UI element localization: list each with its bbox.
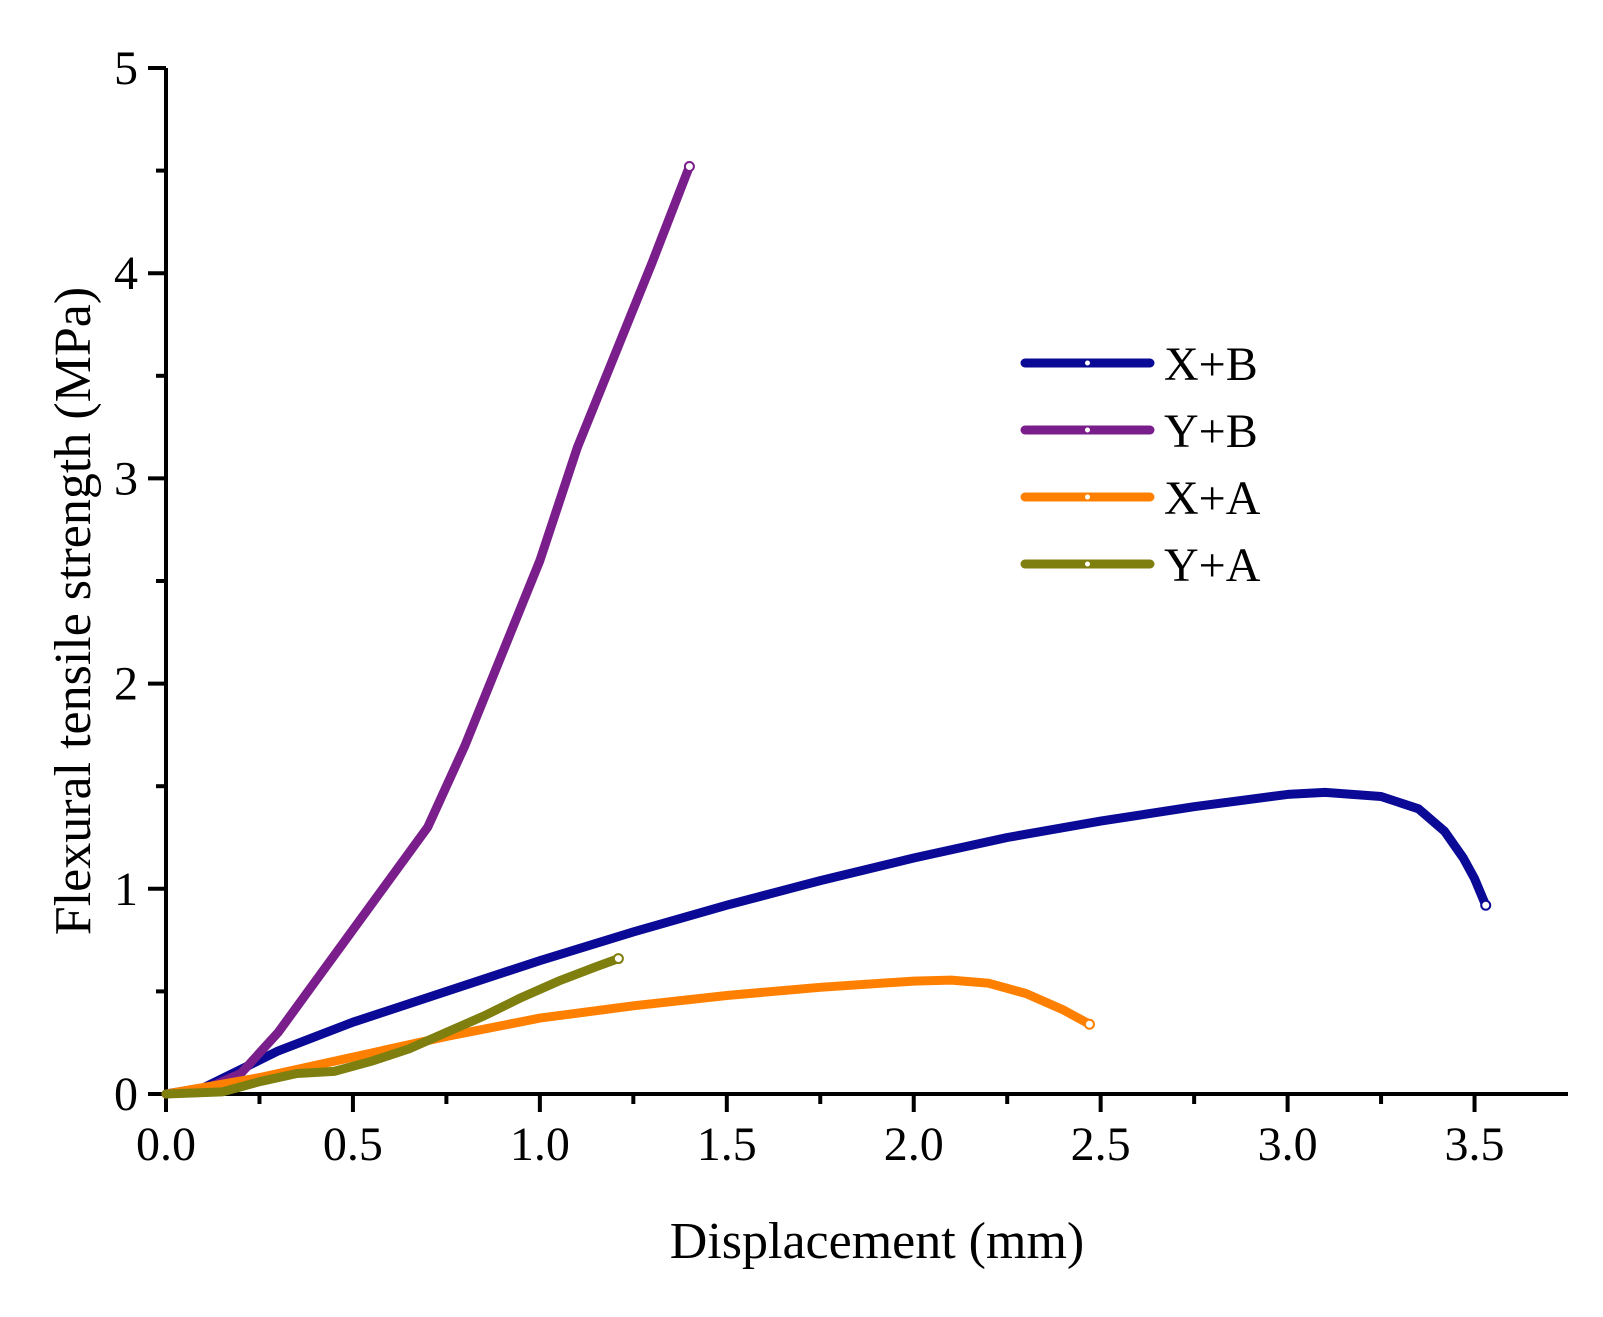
x-tick-label: 0.0	[136, 1118, 196, 1171]
x-axis-title: Displacement (mm)	[670, 1213, 1084, 1270]
y-tick-label: 1	[114, 863, 138, 916]
series-line-x-plus-a	[161, 975, 1094, 1099]
legend: X+B Y+B X+A Y+A	[1020, 338, 1261, 592]
legend-marker-x-plus-a	[1085, 494, 1090, 500]
legend-label-y-plus-a: Y+A	[1164, 539, 1261, 592]
y-tick-label: 2	[114, 658, 138, 711]
legend-label-x-plus-b: X+B	[1164, 338, 1258, 391]
ticks: 0.0 0.5 1.0 1.5 2.0 2.5 3.0 3.5 0 1 2 3 4 5	[114, 42, 1505, 1171]
series-line-y-plus-a	[161, 954, 623, 1099]
series-end-marker-x-plus-b	[1480, 899, 1492, 911]
legend-label-x-plus-a: X+A	[1164, 472, 1261, 525]
legend-marker-y-plus-a	[1085, 561, 1090, 567]
x-tick-label: 0.5	[323, 1118, 383, 1171]
legend-marker-y-plus-b	[1085, 427, 1090, 433]
series-layer	[161, 160, 1492, 1099]
series-line-y-plus-b	[161, 162, 694, 1099]
y-tick-label: 4	[114, 247, 138, 300]
y-tick-label: 5	[114, 42, 138, 95]
y-tick-label: 3	[114, 452, 138, 505]
x-tick-label: 2.0	[884, 1118, 944, 1171]
y-tick-label: 0	[114, 1068, 138, 1121]
legend-marker-x-plus-b	[1085, 360, 1090, 366]
x-tick-label: 1.0	[510, 1118, 570, 1171]
axes	[164, 68, 1568, 1096]
y-axis-title: Flexural tensile strength (MPa)	[45, 287, 102, 935]
series-end-marker-x-plus-a	[1083, 1018, 1095, 1030]
series-line-x-plus-b	[161, 787, 1491, 1099]
x-tick-label: 1.5	[697, 1118, 757, 1171]
x-tick-label: 3.5	[1445, 1118, 1505, 1171]
x-tick-label: 2.5	[1071, 1118, 1131, 1171]
series-end-marker-y-plus-a	[612, 953, 624, 965]
x-tick-label: 3.0	[1258, 1118, 1318, 1171]
series-end-marker-y-plus-b	[683, 160, 695, 172]
legend-label-y-plus-b: Y+B	[1164, 405, 1258, 458]
